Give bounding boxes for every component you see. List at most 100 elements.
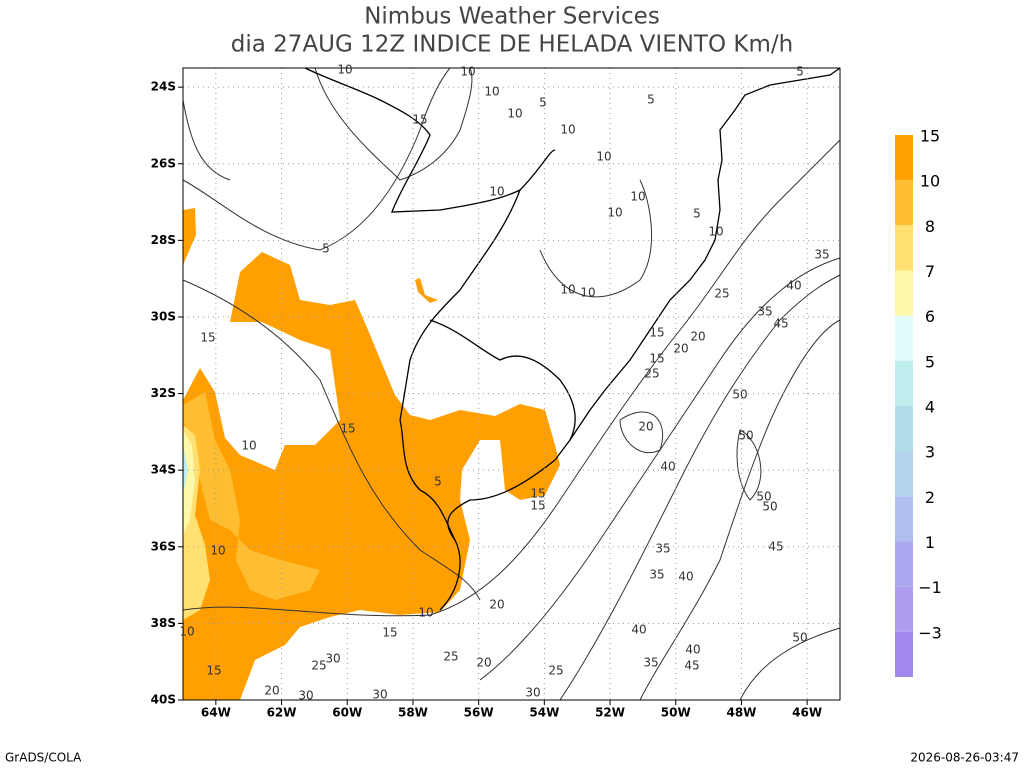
contour-label: 15 — [649, 352, 664, 366]
colorbar-label: −1 — [918, 578, 942, 597]
contour-label: 10 — [607, 206, 622, 220]
x-tick-label: 54W — [529, 706, 559, 720]
contour-label: 45 — [773, 317, 788, 331]
contour-label: 5 — [434, 475, 442, 489]
contour-label: 40 — [631, 623, 646, 637]
colorbar-bin — [895, 631, 913, 677]
coastline — [304, 67, 841, 611]
colorbar-label: 7 — [925, 262, 935, 281]
map-border — [182, 67, 841, 701]
footer-right: 2026-08-26-03:47 — [910, 751, 1019, 765]
contour-label: 20 — [476, 656, 491, 670]
y-tick-label: 38S — [151, 616, 176, 630]
contour-label: 35 — [655, 542, 670, 556]
x-tick-label: 56W — [464, 706, 494, 720]
contour-label: 5 — [796, 65, 804, 79]
colorbar-label: 4 — [925, 398, 935, 417]
colorbar-label: −3 — [918, 623, 942, 642]
y-tick-label: 26S — [151, 156, 176, 170]
contour-label: 20 — [638, 420, 653, 434]
contour-label: 25 — [548, 664, 563, 678]
contour-label: 45 — [768, 540, 783, 554]
x-tick-label: 52W — [595, 706, 625, 720]
y-tick-label: 24S — [151, 80, 176, 94]
contour-label: 15 — [530, 499, 545, 513]
contour-label: 10 — [708, 225, 723, 239]
colorbar: 15 10 8 7 6 5 4 3 2 1 −1 −3 — [895, 127, 942, 677]
contour-label: 25 — [443, 650, 458, 664]
colorbar-bin — [895, 225, 913, 271]
contour-label: 20 — [673, 342, 688, 356]
contour-label: 50 — [732, 388, 747, 402]
colorbar-label: 2 — [925, 488, 935, 507]
y-tick-label: 40S — [151, 693, 176, 707]
y-tick-label: 32S — [151, 386, 176, 400]
contour-label: 30 — [298, 689, 313, 703]
contour-label: 10 — [489, 185, 504, 199]
contour-label: 35 — [649, 568, 664, 582]
contour-label: 50 — [762, 500, 777, 514]
y-tick-label: 34S — [151, 463, 176, 477]
colorbar-bin — [895, 496, 913, 542]
contour-label: 15 — [530, 487, 545, 501]
contour-label: 35 — [814, 248, 829, 262]
contour-label: 10 — [337, 63, 352, 77]
contour-label: 15 — [412, 113, 427, 127]
contour-label: 10 — [179, 625, 194, 639]
footer-left: GrADS/COLA — [5, 751, 82, 765]
contour-label: 30 — [372, 688, 387, 702]
shade — [183, 392, 320, 600]
colorbar-bin — [895, 315, 913, 361]
contour-label: 10 — [580, 286, 595, 300]
x-tick-label: 50W — [661, 706, 691, 720]
x-tick-label: 46W — [792, 706, 822, 720]
contour-label: 10 — [507, 107, 522, 121]
contour-label: 5 — [647, 93, 655, 107]
contour-label: 50 — [792, 631, 807, 645]
colorbar-bin — [895, 406, 913, 452]
contour-label: 10 — [241, 439, 256, 453]
contour-label: 30 — [325, 652, 340, 666]
shade — [183, 208, 196, 265]
contour-label: 5 — [322, 242, 330, 256]
contour-label: 10 — [210, 544, 225, 558]
shade — [415, 278, 438, 303]
x-tick-label: 62W — [267, 706, 297, 720]
y-tick-label: 28S — [151, 233, 176, 247]
contour-label: 35 — [757, 305, 772, 319]
shade — [183, 430, 195, 535]
contour-label: 35 — [643, 656, 658, 670]
colorbar-bin — [895, 360, 913, 406]
contour-label: 10 — [596, 150, 611, 164]
contour-label: 10 — [630, 190, 645, 204]
colorbar-label: 5 — [925, 352, 935, 371]
contour-label: 25 — [644, 367, 659, 381]
contour-label: 10 — [484, 85, 499, 99]
contour-label: 45 — [684, 659, 699, 673]
contour-label: 40 — [685, 643, 700, 657]
colorbar-label: 15 — [920, 127, 940, 146]
shade — [183, 445, 188, 495]
grid: 64W 62W 60W 58W 56W 54W 52W 50W 48W 46W 24S 26S 28S 3… — [151, 67, 841, 720]
contour-label: 5 — [539, 96, 547, 110]
contour-label: 10 — [418, 606, 433, 620]
colorbar-label: 3 — [925, 443, 935, 462]
colorbar-bin — [895, 180, 913, 226]
contour-label: 10 — [560, 283, 575, 297]
contour-label: 20 — [489, 598, 504, 612]
contour-label: 15 — [340, 422, 355, 436]
colorbar-label: 8 — [925, 217, 935, 236]
y-tick-label: 30S — [151, 309, 176, 323]
contour-label: 5 — [693, 207, 701, 221]
contour-label: 50 — [756, 490, 771, 504]
contour-label: 25 — [714, 287, 729, 301]
contour-label: 40 — [660, 460, 675, 474]
colorbar-bin — [895, 586, 913, 632]
contour-label: 40 — [678, 570, 693, 584]
y-tick-label: 36S — [151, 539, 176, 553]
title: Nimbus Weather Services — [364, 4, 660, 30]
colorbar-bin — [895, 135, 913, 181]
contour-label: 10 — [560, 123, 575, 137]
x-tick-label: 64W — [201, 706, 231, 720]
